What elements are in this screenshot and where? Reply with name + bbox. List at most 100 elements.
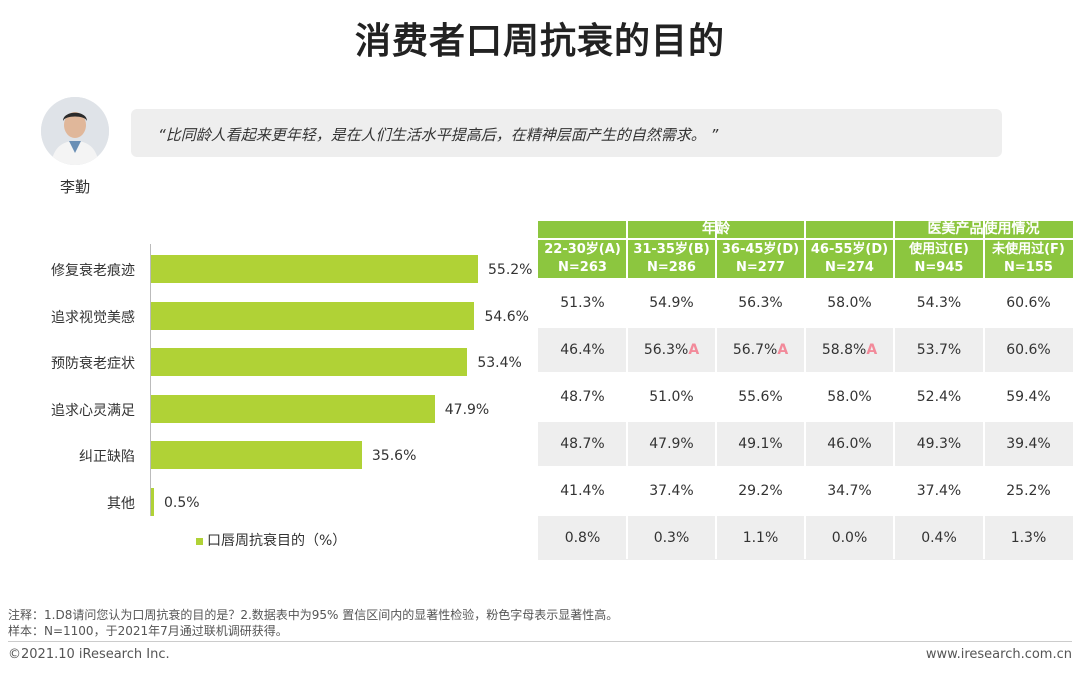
cell-value: 0.4% bbox=[921, 530, 957, 546]
table-cell: 46.4% bbox=[538, 328, 627, 372]
cell-value: 51.0% bbox=[649, 389, 694, 405]
table-column-header: 未使用过(F) N=155 bbox=[984, 240, 1073, 278]
table-cell: 54.9% bbox=[627, 281, 716, 325]
bar-chart-axis bbox=[150, 244, 151, 516]
bar-category-label: 其他 bbox=[107, 495, 135, 512]
legend-label: 口唇周抗衰目的（%） bbox=[207, 533, 347, 549]
column-name: 未使用过(F) bbox=[992, 242, 1065, 257]
cell-value: 56.7% bbox=[732, 342, 778, 358]
table-cell: 58.0% bbox=[805, 281, 894, 325]
bar-value-label: 0.5% bbox=[164, 494, 200, 511]
cell-value: 0.8% bbox=[564, 530, 601, 546]
page-title: 消费者口周抗衰的目的 bbox=[354, 21, 725, 62]
legend-swatch bbox=[196, 537, 203, 545]
table-cell: 49.1% bbox=[716, 422, 805, 466]
bar bbox=[151, 487, 154, 516]
table-cell: 0.8% bbox=[538, 516, 627, 560]
cell-value: 56.3% bbox=[738, 295, 783, 311]
bar-category-label: 修复衰老痕迹 bbox=[51, 263, 135, 279]
bar bbox=[151, 301, 475, 330]
cell-value: 49.3% bbox=[916, 436, 962, 452]
table-cell: 56.7%A bbox=[716, 328, 805, 372]
cell-value: 58.8% bbox=[821, 342, 867, 358]
column-sample-size: N=155 bbox=[1004, 260, 1053, 275]
cell-value: 1.1% bbox=[742, 530, 779, 546]
table-column-separator bbox=[715, 221, 717, 559]
table-cell: 58.8%A bbox=[805, 328, 894, 372]
table-cell: 54.3% bbox=[894, 281, 984, 325]
cell-value: 59.4% bbox=[1006, 389, 1051, 405]
table-cell: 29.2% bbox=[716, 469, 805, 513]
column-sample-size: N=945 bbox=[914, 260, 964, 275]
cell-value: 60.6% bbox=[1006, 342, 1051, 358]
cell-value: 46.0% bbox=[827, 436, 872, 452]
cell-value: 58.0% bbox=[827, 295, 872, 311]
bar-value-label: 53.4% bbox=[477, 355, 522, 371]
footnote: 注释：1.D8请问您认为口周抗衰的目的是？2.数据表中为95% 置信区间内的显著… bbox=[8, 608, 619, 622]
table-cell: 51.0% bbox=[627, 375, 716, 419]
cell-value: 60.6% bbox=[1006, 295, 1051, 311]
significance-marker: A bbox=[777, 342, 789, 358]
table-column-separator bbox=[804, 221, 806, 559]
table-column-separator bbox=[983, 221, 985, 559]
column-name: 36-45岁(D) bbox=[721, 242, 800, 257]
bar-category-label: 预防衰老症状 bbox=[51, 356, 135, 372]
table-cell: 46.0% bbox=[805, 422, 894, 466]
quote-box bbox=[131, 109, 1002, 157]
footer-divider bbox=[8, 641, 1072, 642]
cell-value: 34.7% bbox=[827, 483, 872, 499]
cell-value: 29.2% bbox=[738, 483, 783, 499]
cell-value: 51.3% bbox=[560, 295, 605, 311]
table-cell: 1.1% bbox=[716, 516, 805, 560]
table-cell: 48.7% bbox=[538, 375, 627, 419]
column-name: 46-55岁(D) bbox=[810, 242, 889, 257]
column-sample-size: N=274 bbox=[825, 260, 874, 275]
cell-value: 54.9% bbox=[649, 295, 694, 311]
avatar bbox=[41, 97, 109, 165]
cell-value: 25.2% bbox=[1006, 483, 1051, 499]
cell-value: 58.0% bbox=[827, 389, 872, 405]
cell-value: 0.0% bbox=[831, 530, 868, 546]
column-name: 22-30岁(A) bbox=[544, 242, 621, 257]
bar-category-label: 纠正缺陷 bbox=[79, 449, 135, 465]
copyright: ©2021.10 iResearch Inc. bbox=[8, 647, 170, 662]
column-sample-size: N=277 bbox=[736, 260, 785, 275]
cell-value: 46.4% bbox=[560, 342, 605, 358]
chart-legend: 口唇周抗衰目的（%） bbox=[196, 530, 346, 550]
column-sample-size: N=286 bbox=[647, 260, 696, 275]
table-cell: 0.0% bbox=[805, 516, 894, 560]
table-cell: 56.3% bbox=[716, 281, 805, 325]
cell-value: 52.4% bbox=[916, 389, 962, 405]
table-cell: 60.6% bbox=[984, 281, 1073, 325]
significance-marker: A bbox=[688, 342, 700, 358]
cell-value: 54.3% bbox=[916, 295, 962, 311]
bar bbox=[151, 394, 435, 423]
sample-note: 样本：N=1100，于2021年7月通过联机调研获得。 bbox=[8, 624, 288, 638]
table-cell: 60.6% bbox=[984, 328, 1073, 372]
table-column-header: 使用过(E) N=945 bbox=[894, 240, 984, 278]
table-cell: 41.4% bbox=[538, 469, 627, 513]
cell-value: 53.7% bbox=[916, 342, 962, 358]
table-cell: 1.3% bbox=[984, 516, 1073, 560]
table-cell: 34.7% bbox=[805, 469, 894, 513]
bar-value-label: 55.2% bbox=[488, 262, 533, 278]
bar-value-label: 47.9% bbox=[444, 401, 490, 418]
cell-value: 49.1% bbox=[738, 436, 783, 452]
table-column-header: 46-55岁(D) N=274 bbox=[805, 240, 894, 278]
significance-marker: A bbox=[866, 342, 878, 358]
table-cell: 52.4% bbox=[894, 375, 984, 419]
bar bbox=[151, 348, 468, 376]
person-photo-icon bbox=[41, 97, 109, 165]
table-column-header: 36-45岁(D) N=277 bbox=[716, 240, 805, 278]
quote-text: “比同龄人看起来更年轻，是在人们生活水平提高后，在精神层面产生的自然需求。 ” bbox=[158, 126, 719, 144]
table-cell: 25.2% bbox=[984, 469, 1073, 513]
speaker-name: 李勤 bbox=[59, 178, 90, 196]
table-cell: 0.3% bbox=[627, 516, 716, 560]
table-cell: 0.4% bbox=[894, 516, 984, 560]
cell-value: 37.4% bbox=[649, 483, 694, 499]
bar bbox=[151, 255, 478, 283]
bar-category-label: 追求心灵满足 bbox=[51, 402, 135, 419]
table-cell: 59.4% bbox=[984, 375, 1073, 419]
table-cell: 53.7% bbox=[894, 328, 984, 372]
cell-value: 0.3% bbox=[653, 530, 690, 546]
